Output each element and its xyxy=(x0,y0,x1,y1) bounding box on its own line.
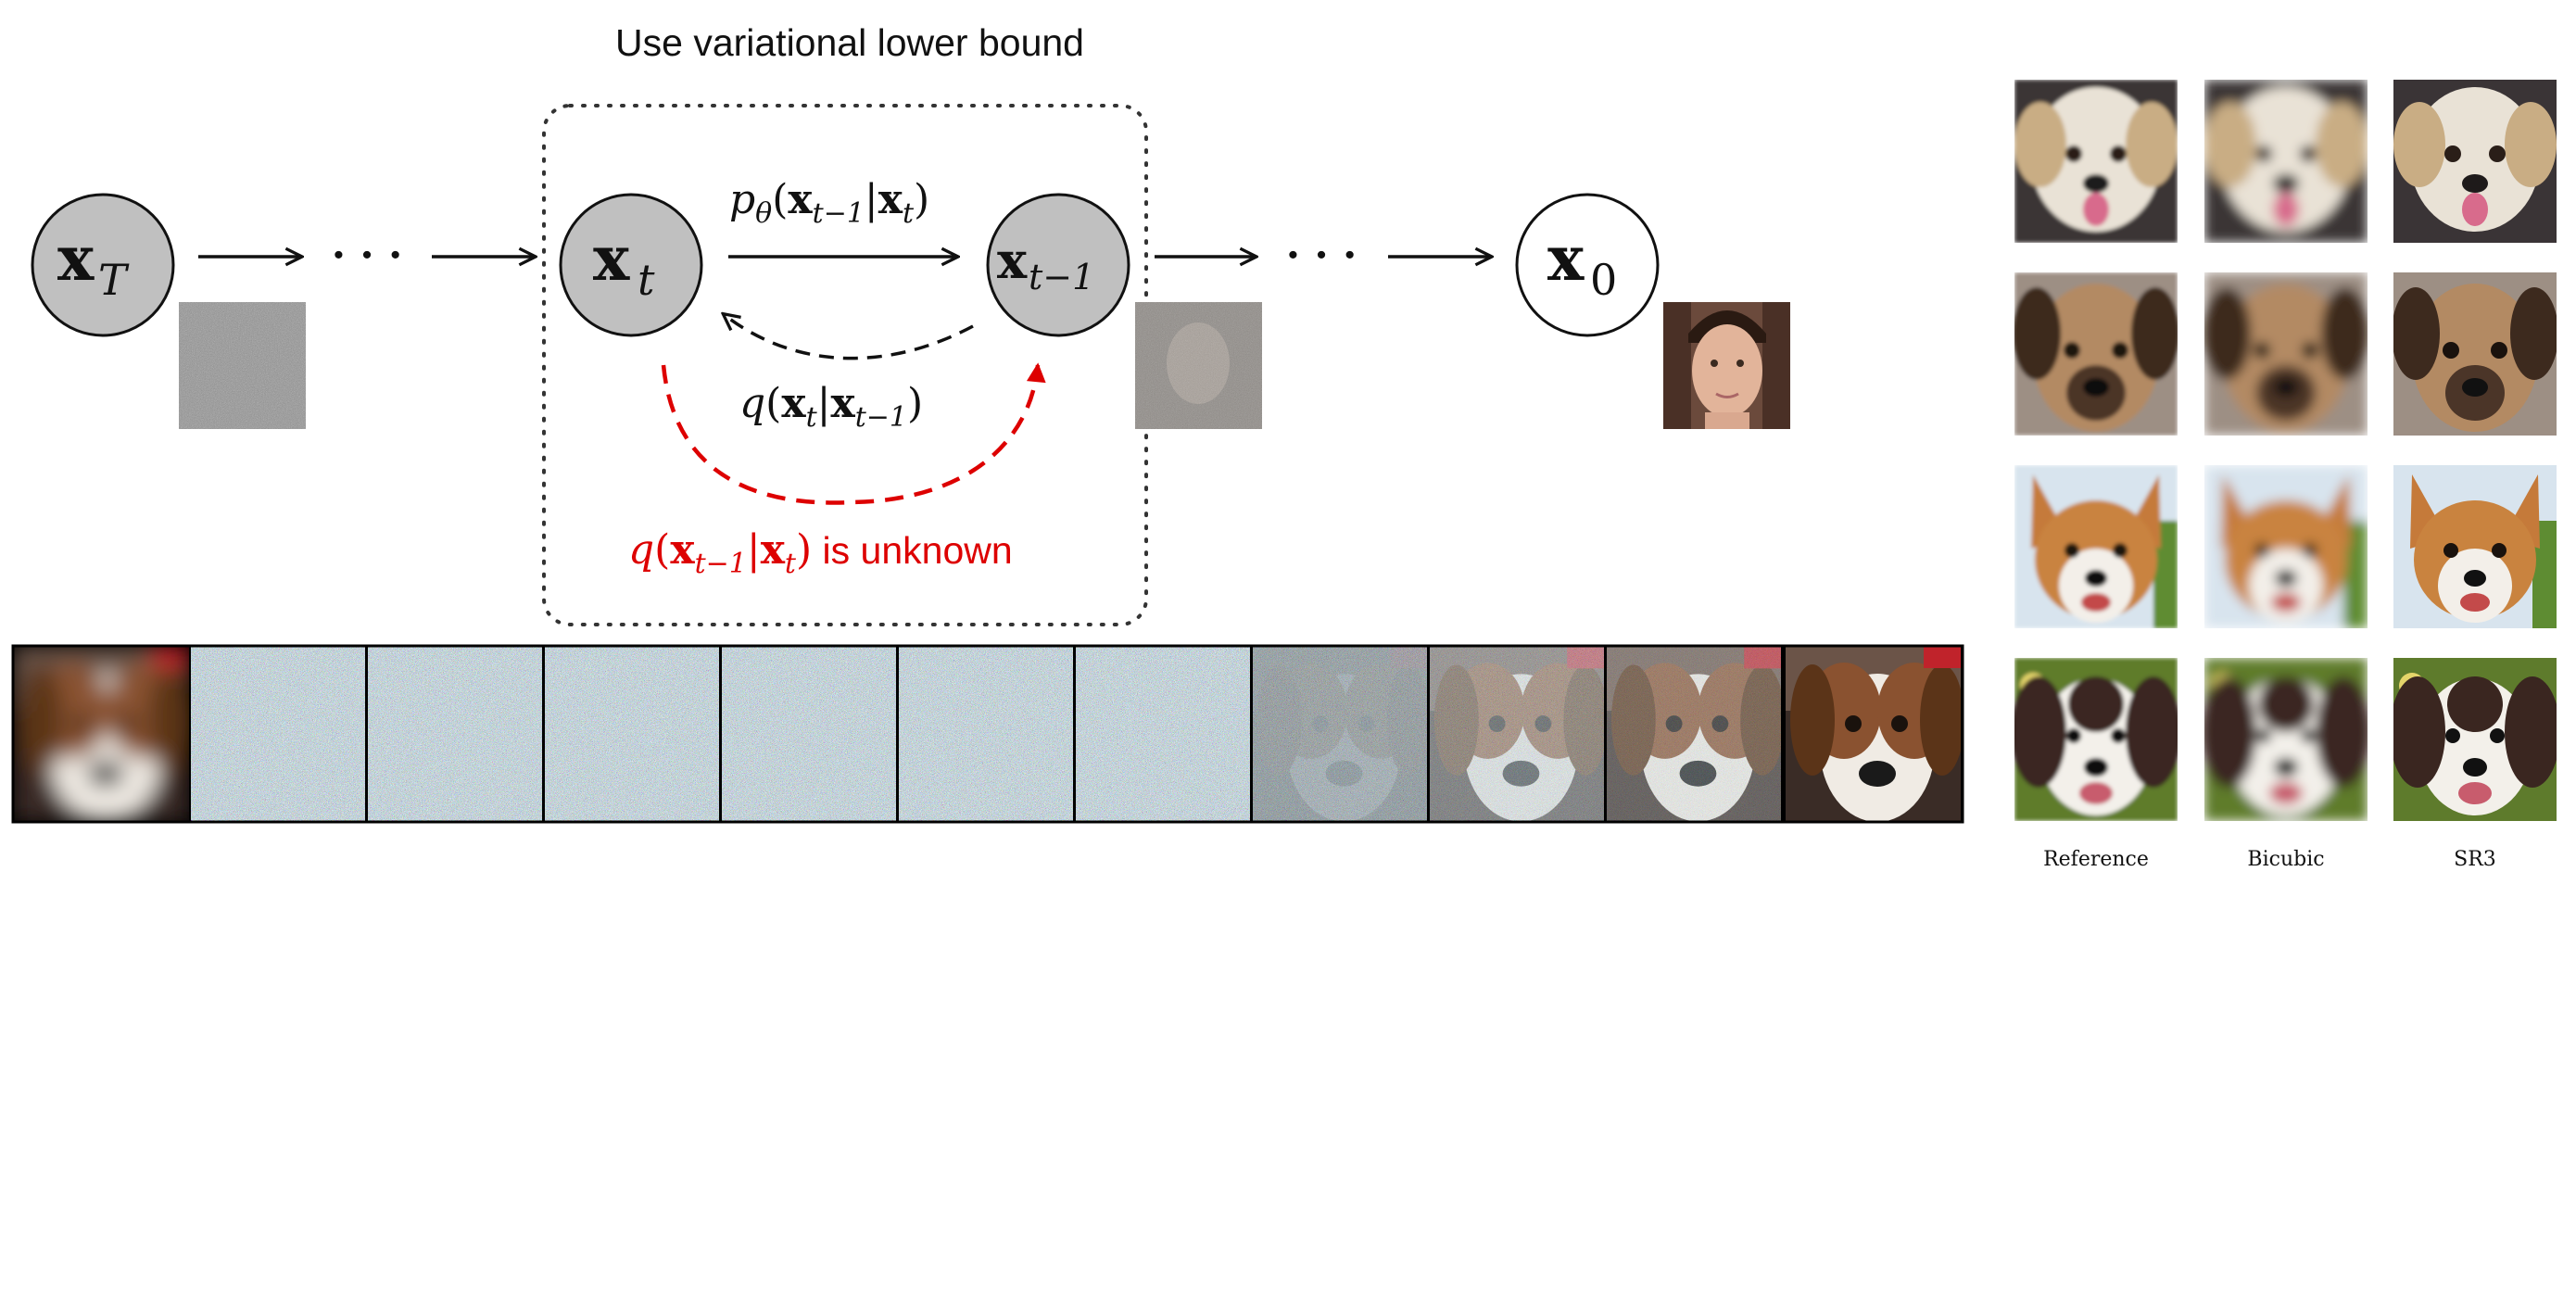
sr-row1-sr3 xyxy=(2393,80,2557,243)
strip-frame-9 xyxy=(1429,646,1604,822)
strip-frame-11 xyxy=(1785,646,1961,822)
node-xt: x t xyxy=(559,193,703,337)
node-xT-sub: T xyxy=(98,255,130,305)
box-title: Use variational lower bound xyxy=(615,21,1084,64)
sr-row2-bicubic xyxy=(2204,272,2368,436)
sr-row3-bicubic xyxy=(2204,465,2368,628)
sr-col-label-bicubic: Bicubic xyxy=(2247,848,2324,871)
sr-row3-sr3 xyxy=(2393,465,2557,628)
ellipsis-left: · · · xyxy=(332,232,403,279)
sr-col-label-sr3: SR3 xyxy=(2454,848,2496,871)
node-xt-base: x xyxy=(593,222,630,295)
strip-frame-10 xyxy=(1606,646,1781,822)
arrow-unknown-posterior xyxy=(661,362,1046,505)
sr-grid: Reference Bicubic SR3 xyxy=(2014,80,2557,871)
node-xt-sub: t xyxy=(638,255,655,305)
node-x0-sub: 0 xyxy=(1590,255,1617,305)
strip-frame-5 xyxy=(721,646,896,822)
noisy-face-image xyxy=(1135,302,1262,429)
node-x0: x 0 xyxy=(1515,193,1660,337)
node-x0-base: x xyxy=(1547,222,1585,295)
sr-row2-sr3 xyxy=(2393,272,2557,436)
sr-row2-reference xyxy=(2014,272,2178,436)
node-xT: x T xyxy=(31,193,175,337)
strip-frame-7 xyxy=(1075,646,1250,822)
forward-label: q(xt|xt−1) xyxy=(739,380,923,434)
node-xt1-sub: t−1 xyxy=(1029,257,1094,297)
node-xt1-base: x xyxy=(997,231,1028,290)
variational-bound-box xyxy=(542,104,1148,626)
sr-row1-reference xyxy=(2014,80,2178,243)
node-xT-base: x xyxy=(57,222,95,295)
strip-frame-3 xyxy=(367,646,542,822)
sr-col-label-reference: Reference xyxy=(2043,848,2149,871)
strip-frame-8 xyxy=(1252,646,1427,822)
reverse-label: pθ(xt−1|xt) xyxy=(729,176,929,230)
sr-row3-reference xyxy=(2014,465,2178,628)
node-xt-minus-1: x t−1 xyxy=(986,193,1130,337)
sr-row4-sr3 xyxy=(2393,658,2557,821)
clean-face-image xyxy=(1663,302,1790,429)
strip-frame-6 xyxy=(898,646,1073,822)
strip-frame-4 xyxy=(544,646,719,822)
ellipsis-right: · · · xyxy=(1286,232,1357,279)
unknown-label: q(xt−1|xt) is unknown xyxy=(628,526,1013,580)
sr-row4-bicubic xyxy=(2204,658,2368,821)
strip-frame-1 xyxy=(13,646,189,822)
noise-image-xT xyxy=(179,302,306,429)
strip-frame-2 xyxy=(190,646,365,822)
denoising-strip xyxy=(11,644,1964,824)
sr-row1-bicubic xyxy=(2204,80,2368,243)
sr-row4-reference xyxy=(2014,658,2178,821)
arrow-forward-process xyxy=(725,315,974,360)
